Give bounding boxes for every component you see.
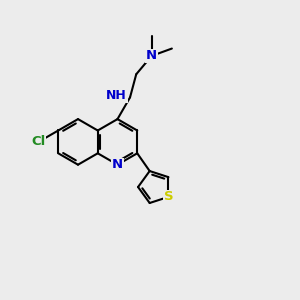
Text: Cl: Cl <box>32 135 46 148</box>
Text: S: S <box>164 190 173 203</box>
Text: N: N <box>112 158 123 171</box>
Text: NH: NH <box>106 89 127 102</box>
Text: N: N <box>146 50 157 62</box>
